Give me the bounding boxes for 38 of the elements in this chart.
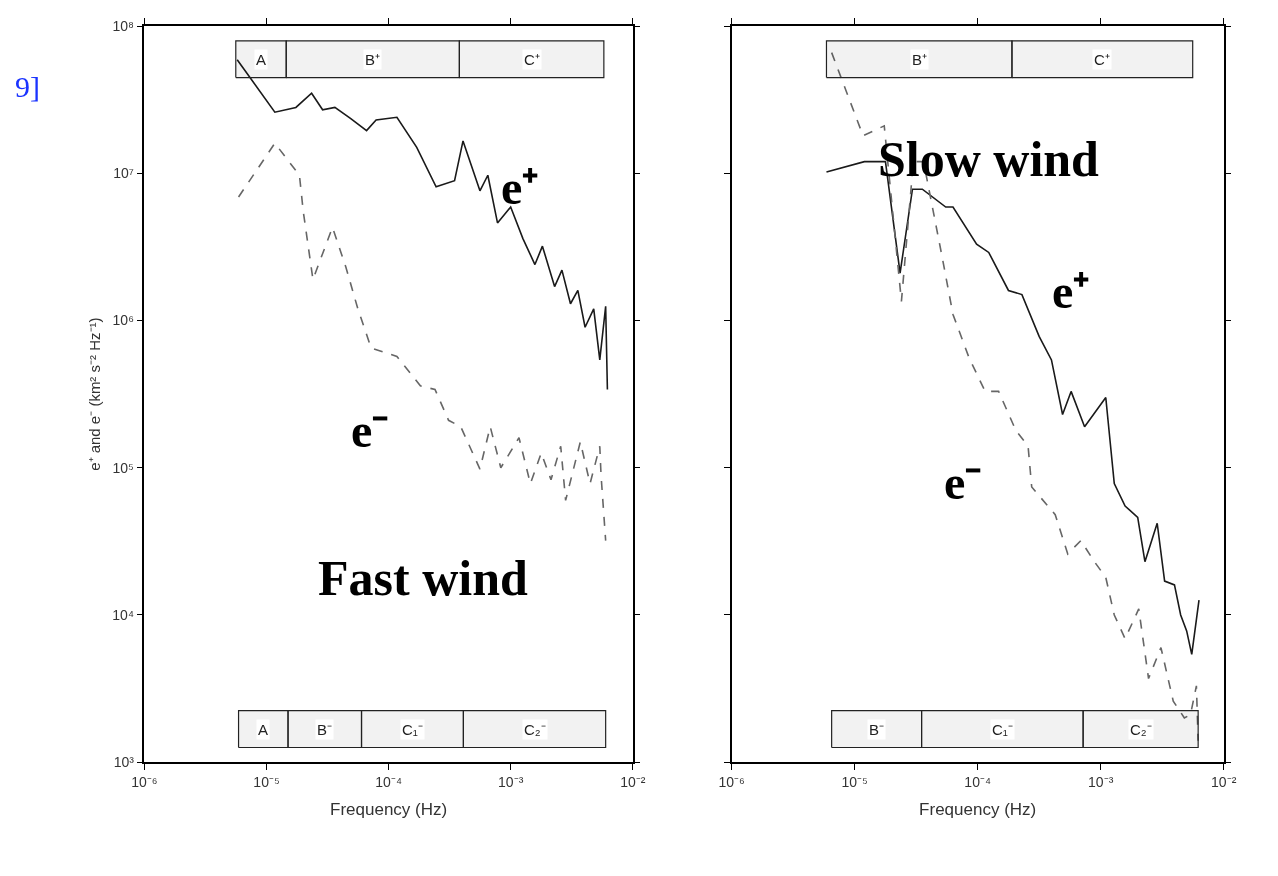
y-axis-title: e⁺ and e⁻ (km² s⁻² Hz⁻¹) [86, 317, 104, 471]
annotation: e⁺ [501, 161, 539, 214]
band-label: C₁⁻ [402, 721, 423, 738]
annotation: e⁻ [351, 404, 389, 457]
band-label: C₂⁻ [524, 721, 546, 738]
band-label: A [256, 51, 267, 68]
band-label: B⁻ [317, 721, 333, 738]
band-label: B⁺ [365, 51, 381, 68]
y-tick-label: 10⁶ [112, 312, 134, 329]
y-tick-label: 10⁷ [113, 165, 134, 182]
x-tick-label: 10⁻⁵ [253, 773, 280, 790]
y-tick-label: 10⁵ [112, 459, 134, 476]
text: 9] [15, 70, 40, 103]
y-tick-label: 10⁸ [112, 17, 134, 34]
annotation: e⁺ [1052, 265, 1090, 318]
band-label: C₂⁻ [1130, 721, 1152, 738]
y-tick-label: 10⁴ [112, 606, 134, 623]
annotation: Slow wind [878, 131, 1100, 187]
x-tick-label: 10⁻² [1211, 773, 1237, 790]
band-label: B⁺ [912, 51, 928, 68]
x-tick-label: 10⁻⁶ [131, 773, 158, 790]
x-axis-title: Frequency (Hz) [330, 799, 448, 819]
x-tick-label: 10⁻² [620, 773, 646, 790]
x-tick-label: 10⁻³ [1088, 773, 1114, 790]
x-tick-label: 10⁻⁶ [718, 773, 745, 790]
band-label: C⁺ [1094, 51, 1110, 68]
x-tick-label: 10⁻³ [498, 773, 524, 790]
x-tick-label: 10⁻⁴ [375, 773, 402, 790]
y-tick-label: 10³ [113, 754, 135, 771]
annotation: e⁻ [944, 456, 982, 509]
annotation: Fast wind [318, 550, 528, 606]
x-axis-title: Frequency (Hz) [919, 799, 1037, 819]
band-label: C⁺ [524, 51, 540, 68]
band-label: A [258, 721, 269, 738]
x-tick-label: 10⁻⁴ [964, 773, 991, 790]
band-label: B⁻ [869, 721, 885, 738]
x-tick-label: 10⁻⁵ [841, 773, 868, 790]
band-label: C₁⁻ [992, 721, 1013, 738]
